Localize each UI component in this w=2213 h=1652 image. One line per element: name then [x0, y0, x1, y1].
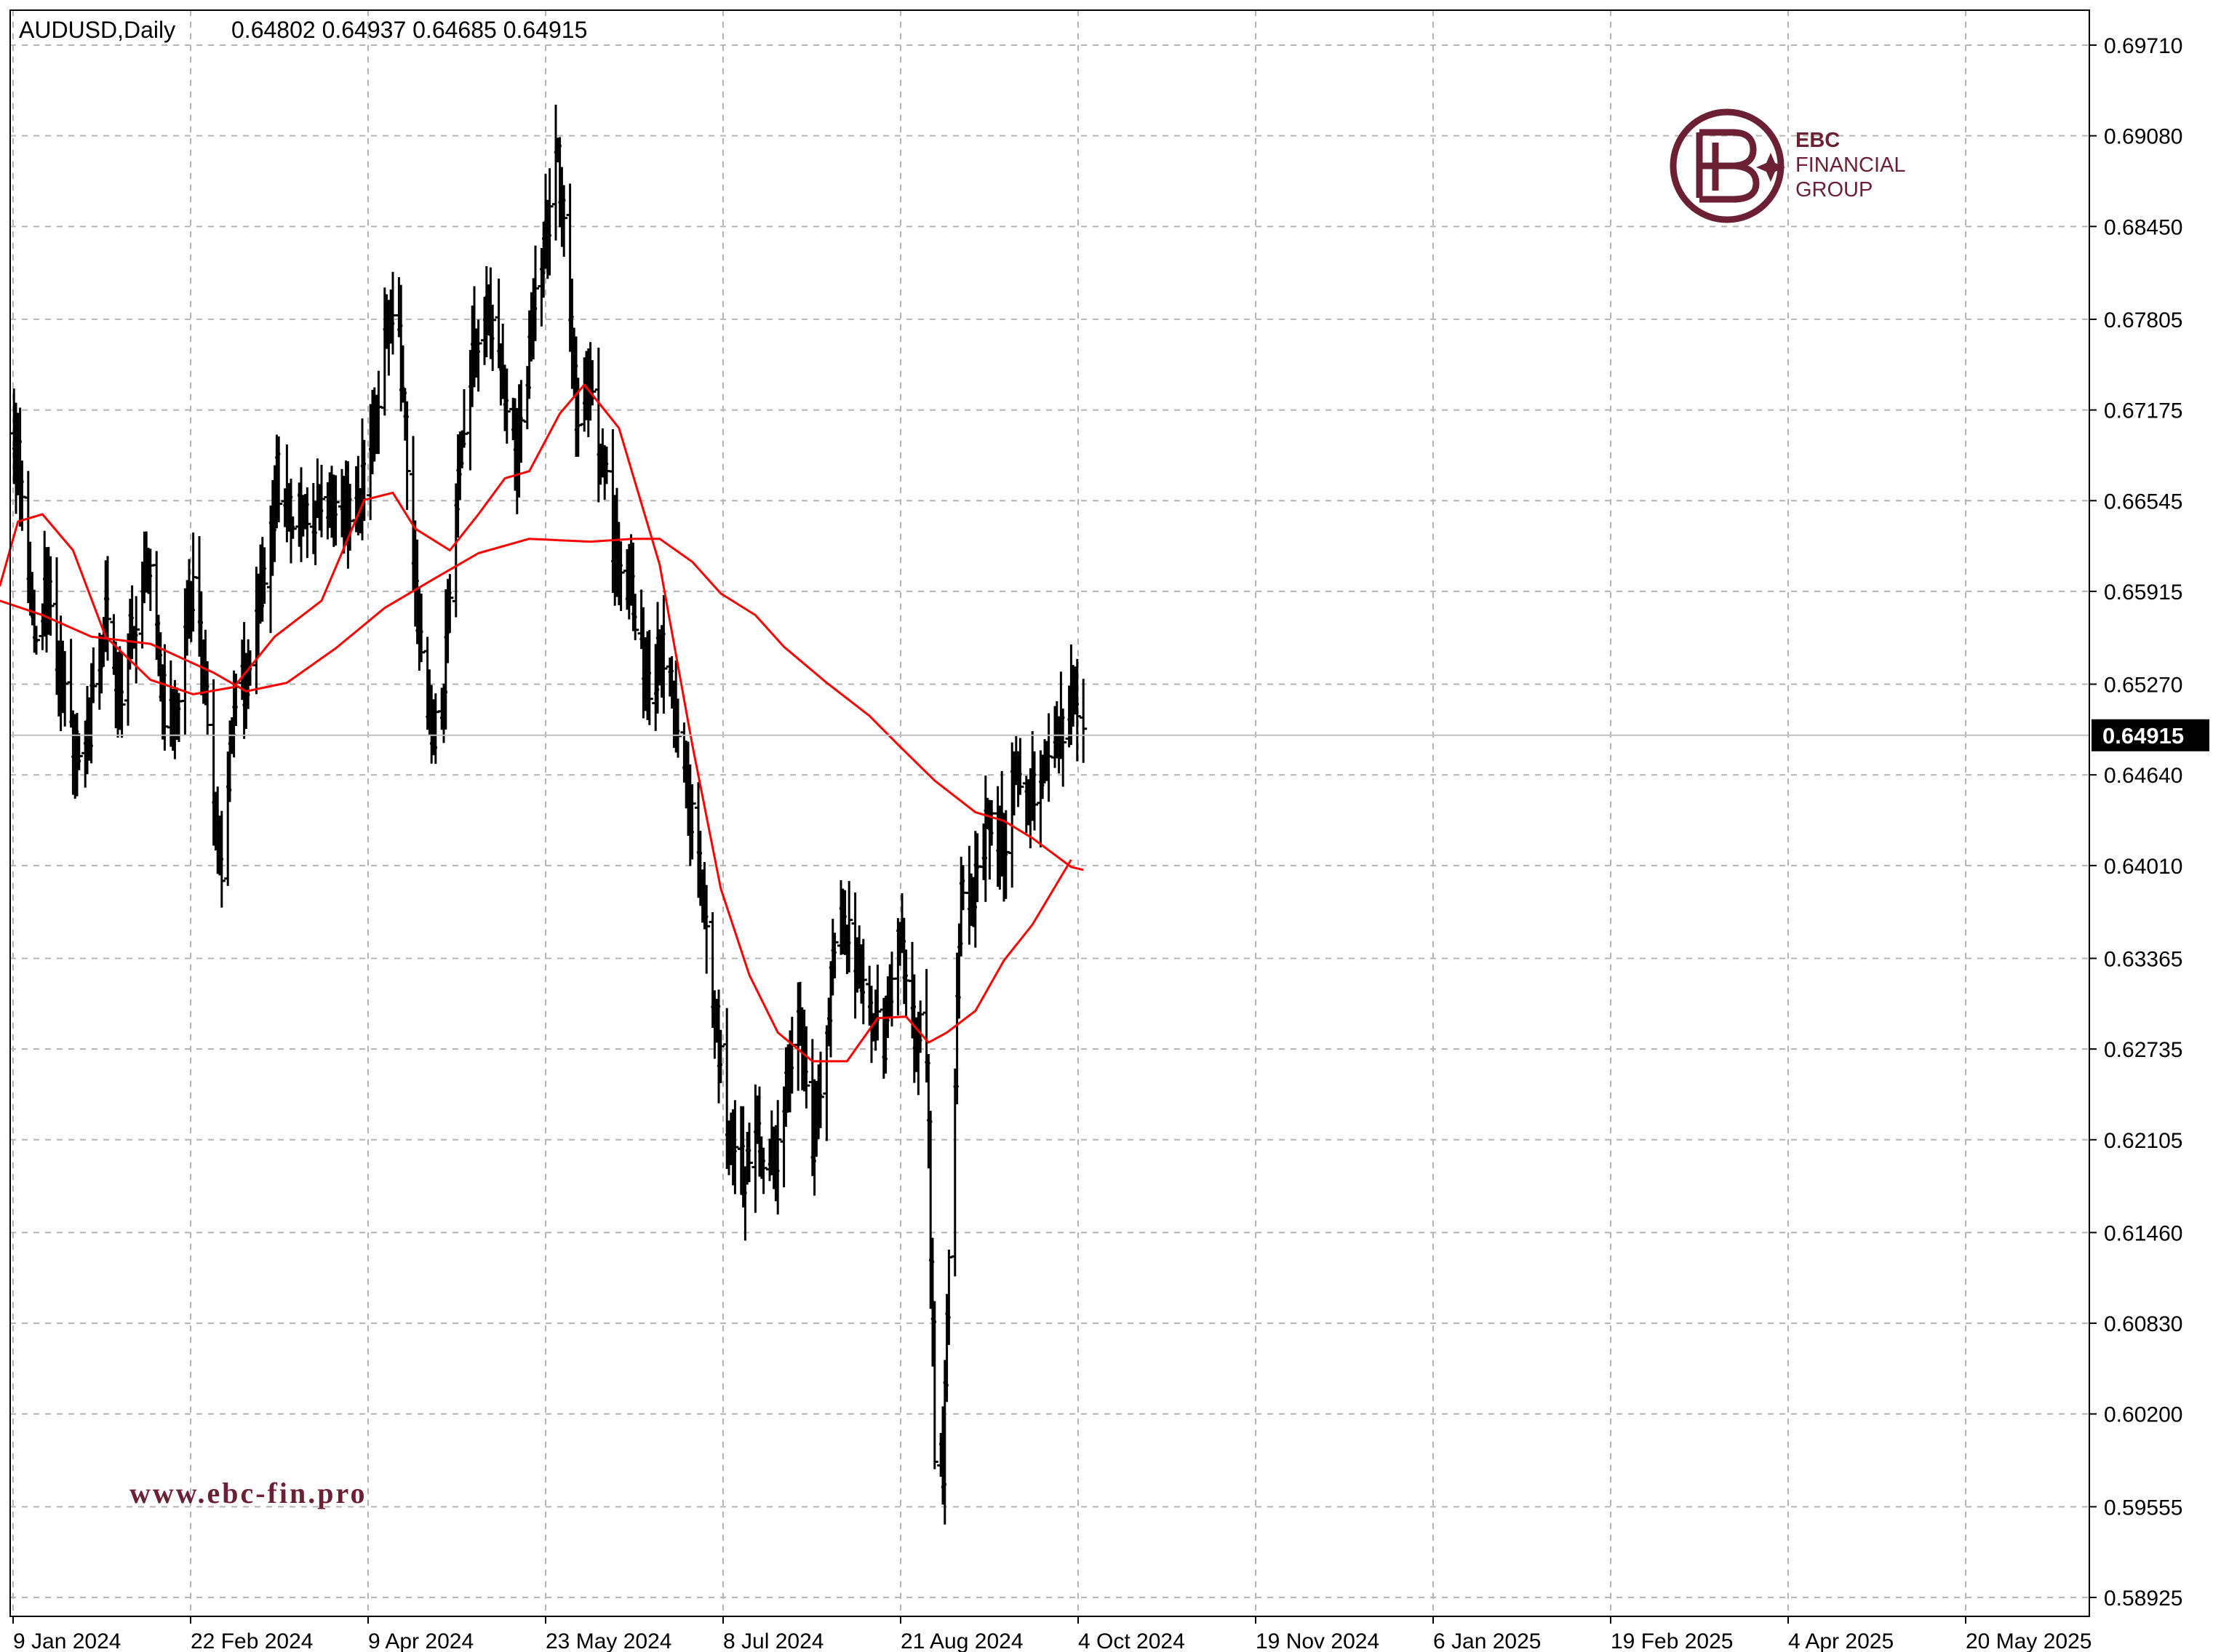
y-tick-label: 0.61460 [2104, 1221, 2182, 1245]
y-tick-label: 0.60830 [2104, 1312, 2182, 1336]
y-tick-label: 0.58925 [2104, 1587, 2182, 1611]
ebc-logo-sparkle-icon [1756, 153, 1785, 182]
chart-ohlc-values: 0.64802 0.64937 0.64685 0.64915 [231, 17, 587, 43]
y-tick-label: 0.67175 [2104, 399, 2182, 423]
price-axis: 0.69710 0.69080 0.68450 0.67805 0.67175 0.665… [2089, 34, 2182, 1611]
x-tick-label: 6 Jan 2025 [1433, 1629, 1541, 1652]
y-tick-label: 0.68450 [2104, 215, 2182, 239]
current-price-tag-bg [2092, 719, 2209, 751]
x-tick-label: 21 Aug 2024 [901, 1629, 1024, 1652]
price-bars [10, 104, 1088, 1525]
x-tick-label: 22 Feb 2024 [191, 1629, 313, 1652]
y-tick-label: 0.64010 [2104, 855, 2182, 879]
x-tick-label: 20 May 2025 [1966, 1629, 2092, 1652]
x-tick-label: 8 Jul 2024 [723, 1629, 824, 1652]
x-tick-label: 23 May 2024 [546, 1629, 671, 1652]
x-tick-label: 4 Oct 2024 [1078, 1629, 1185, 1652]
moving-average-lines [0, 383, 1084, 1063]
y-tick-label: 0.64640 [2104, 764, 2182, 788]
y-tick-label: 0.69710 [2104, 34, 2182, 58]
y-tick-label: 0.65915 [2104, 580, 2182, 604]
y-tick-label: 0.65270 [2104, 674, 2182, 698]
y-tick-label: 0.62735 [2104, 1038, 2182, 1062]
plot-frame [9, 9, 2090, 1617]
y-tick-label: 0.59555 [2104, 1496, 2182, 1520]
logo-text-financial: FINANCIAL [1795, 153, 1905, 177]
x-tick-label: 19 Feb 2025 [1611, 1629, 1733, 1652]
y-tick-label: 0.63365 [2104, 947, 2182, 971]
logo-text-group: GROUP [1795, 178, 1873, 201]
website-url: www.ebc-fin.pro [129, 1477, 367, 1509]
moving-average-fast-line [0, 383, 1072, 1063]
x-tick-label: 9 Apr 2024 [368, 1629, 474, 1652]
chart-symbol-timeframe: AUDUSD,Daily [19, 17, 175, 43]
grid-lines [10, 10, 2089, 1616]
ebc-logo: EBC FINANCIAL GROUP [1670, 108, 1905, 223]
logo-text-ebc: EBC [1795, 129, 1840, 152]
current-price-tag: 0.64915 [2092, 719, 2209, 751]
ebc-logo-monogram-icon [1696, 129, 1760, 203]
moving-average-slow-line [0, 538, 1084, 871]
y-tick-label: 0.67805 [2104, 308, 2182, 332]
current-price-label: 0.64915 [2102, 723, 2184, 749]
y-tick-label: 0.62105 [2104, 1129, 2182, 1153]
time-axis: 9 Jan 2024 22 Feb 2024 9 Apr 2024 23 May 20… [12, 1616, 2092, 1652]
y-tick-label: 0.69080 [2104, 125, 2182, 149]
y-tick-label: 0.60200 [2104, 1403, 2182, 1427]
x-tick-label: 9 Jan 2024 [13, 1629, 121, 1652]
y-tick-label: 0.66545 [2104, 490, 2182, 514]
x-tick-label: 4 Apr 2025 [1788, 1629, 1894, 1652]
x-tick-label: 19 Nov 2024 [1256, 1629, 1379, 1652]
